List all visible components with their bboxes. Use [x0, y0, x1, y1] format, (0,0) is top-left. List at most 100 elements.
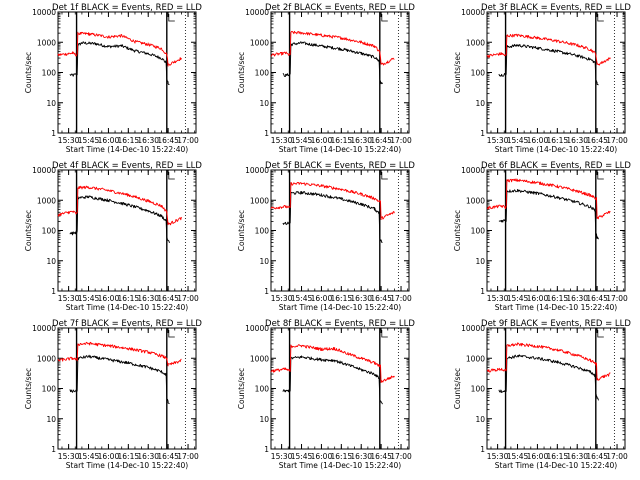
chart-panel-4: Det 4f BLACK = Events, RED = LLD 1 10 100 10… — [24, 161, 202, 312]
y-tick-label: 1 — [51, 129, 56, 138]
x-tick-label: 16:45 — [157, 136, 179, 145]
y-tick-label: 10000 — [32, 166, 56, 175]
x-tick-label: 16:00 — [98, 452, 120, 461]
series-red-line — [57, 31, 182, 67]
y-tick-label: 1 — [264, 129, 269, 138]
plot-frame — [486, 169, 626, 292]
series-black-line — [498, 354, 599, 401]
x-tick-label: 17:00 — [390, 136, 412, 145]
y-tick-label: 1000 — [250, 196, 269, 205]
series-black-line — [69, 195, 170, 244]
x-tick-label: 15:45 — [507, 294, 529, 303]
x-tick-label: 16:00 — [98, 294, 120, 303]
series-red-line — [486, 342, 611, 381]
x-tick-label: 16:15 — [331, 294, 353, 303]
x-tick-label: 16:45 — [586, 452, 608, 461]
x-tick-label: 15:45 — [507, 452, 529, 461]
x-tick-label: 15:30 — [271, 452, 293, 461]
y-axis-label: Counts/sec — [237, 52, 246, 93]
y-tick-label: 10 — [259, 99, 269, 108]
y-tick-label: 10 — [46, 415, 56, 424]
x-axis-label: Start Time (14-Dec-10 15:22:40) — [495, 461, 617, 470]
y-axis-label: Counts/sec — [453, 210, 462, 251]
series-red-line — [270, 344, 395, 384]
x-tick-label: 16:15 — [547, 294, 569, 303]
series-black-line — [498, 43, 599, 86]
y-tick-label: 10 — [259, 257, 269, 266]
chart-panel-9: Det 9f BLACK = Events, RED = LLD 1 10 100 10… — [453, 319, 631, 470]
y-tick-label: 100 — [42, 385, 57, 394]
chart-title: Det 8f BLACK = Events, RED = LLD — [265, 319, 415, 329]
y-tick-label: 1 — [264, 287, 269, 296]
x-tick-label: 17:00 — [177, 294, 199, 303]
x-tick-label: 17:00 — [390, 294, 412, 303]
y-tick-label: 10000 — [32, 8, 56, 17]
y-axis-label: Counts/sec — [24, 210, 33, 251]
interval-bracket — [597, 172, 604, 180]
x-tick-label: 16:30 — [566, 294, 588, 303]
series-red-line — [486, 33, 611, 66]
x-tick-label: 16:45 — [157, 452, 179, 461]
x-axis-label: Start Time (14-Dec-10 15:22:40) — [495, 145, 617, 154]
chart-title: Det 2f BLACK = Events, RED = LLD — [265, 3, 415, 13]
plot-frame — [57, 327, 197, 450]
y-tick-label: 10000 — [461, 8, 485, 17]
y-tick-label: 1000 — [466, 196, 485, 205]
y-axis-label: Counts/sec — [237, 368, 246, 409]
y-tick-label: 1000 — [37, 38, 56, 47]
x-tick-label: 15:30 — [271, 294, 293, 303]
x-tick-label: 16:45 — [370, 294, 392, 303]
x-axis-label: Start Time (14-Dec-10 15:22:40) — [66, 145, 188, 154]
plot-frame — [486, 11, 626, 134]
chart-panel-1: Det 1f BLACK = Events, RED = LLD 1 10 100 10… — [24, 3, 202, 154]
x-tick-label: 16:30 — [566, 452, 588, 461]
x-axis-label: Start Time (14-Dec-10 15:22:40) — [279, 303, 401, 312]
y-tick-label: 1 — [51, 287, 56, 296]
y-tick-label: 1000 — [250, 38, 269, 47]
y-tick-label: 10 — [475, 99, 485, 108]
y-axis-label: Counts/sec — [237, 210, 246, 251]
y-tick-label: 100 — [42, 227, 57, 236]
y-tick-label: 1000 — [250, 354, 269, 363]
chart-title: Det 4f BLACK = Events, RED = LLD — [52, 161, 202, 171]
y-axis-label: Counts/sec — [453, 52, 462, 93]
chart-panel-2: Det 2f BLACK = Events, RED = LLD 1 10 100 10… — [237, 3, 415, 154]
x-tick-label: 16:45 — [586, 294, 608, 303]
chart-title: Det 5f BLACK = Events, RED = LLD — [265, 161, 415, 171]
interval-bracket — [168, 172, 175, 180]
y-tick-label: 1000 — [466, 354, 485, 363]
chart-panel-5: Det 5f BLACK = Events, RED = LLD 1 10 100 10… — [237, 161, 415, 312]
series-black-line — [69, 41, 170, 85]
y-tick-label: 10 — [259, 415, 269, 424]
chart-panel-7: Det 7f BLACK = Events, RED = LLD 1 10 100 10… — [24, 319, 202, 470]
x-tick-label: 16:45 — [157, 294, 179, 303]
chart-panel-6: Det 6f BLACK = Events, RED = LLD 1 10 100 10… — [453, 161, 631, 312]
y-tick-label: 1000 — [37, 196, 56, 205]
x-tick-label: 17:00 — [390, 452, 412, 461]
x-tick-label: 15:30 — [58, 452, 80, 461]
x-tick-label: 16:00 — [311, 294, 333, 303]
x-tick-label: 16:15 — [118, 294, 140, 303]
y-tick-label: 10000 — [32, 324, 56, 333]
series-red-line — [270, 30, 395, 66]
series-black-line — [282, 190, 383, 243]
x-tick-label: 16:00 — [527, 452, 549, 461]
chart-panel-8: Det 8f BLACK = Events, RED = LLD 1 10 100 10… — [237, 319, 415, 470]
chart-title: Det 3f BLACK = Events, RED = LLD — [481, 3, 631, 13]
x-tick-label: 16:15 — [118, 452, 140, 461]
y-tick-label: 10000 — [245, 8, 269, 17]
plot-frame — [270, 169, 410, 292]
y-tick-label: 1000 — [466, 38, 485, 47]
chart-title: Det 7f BLACK = Events, RED = LLD — [52, 319, 202, 329]
y-tick-label: 10 — [46, 257, 56, 266]
x-tick-label: 17:00 — [606, 452, 628, 461]
chart-title: Det 6f BLACK = Events, RED = LLD — [481, 161, 631, 171]
x-tick-label: 15:45 — [291, 452, 313, 461]
y-tick-label: 10000 — [245, 324, 269, 333]
x-tick-label: 15:30 — [487, 452, 509, 461]
series-black-line — [498, 189, 599, 240]
x-axis-label: Start Time (14-Dec-10 15:22:40) — [66, 303, 188, 312]
y-tick-label: 1 — [264, 445, 269, 454]
y-tick-label: 100 — [255, 69, 270, 78]
